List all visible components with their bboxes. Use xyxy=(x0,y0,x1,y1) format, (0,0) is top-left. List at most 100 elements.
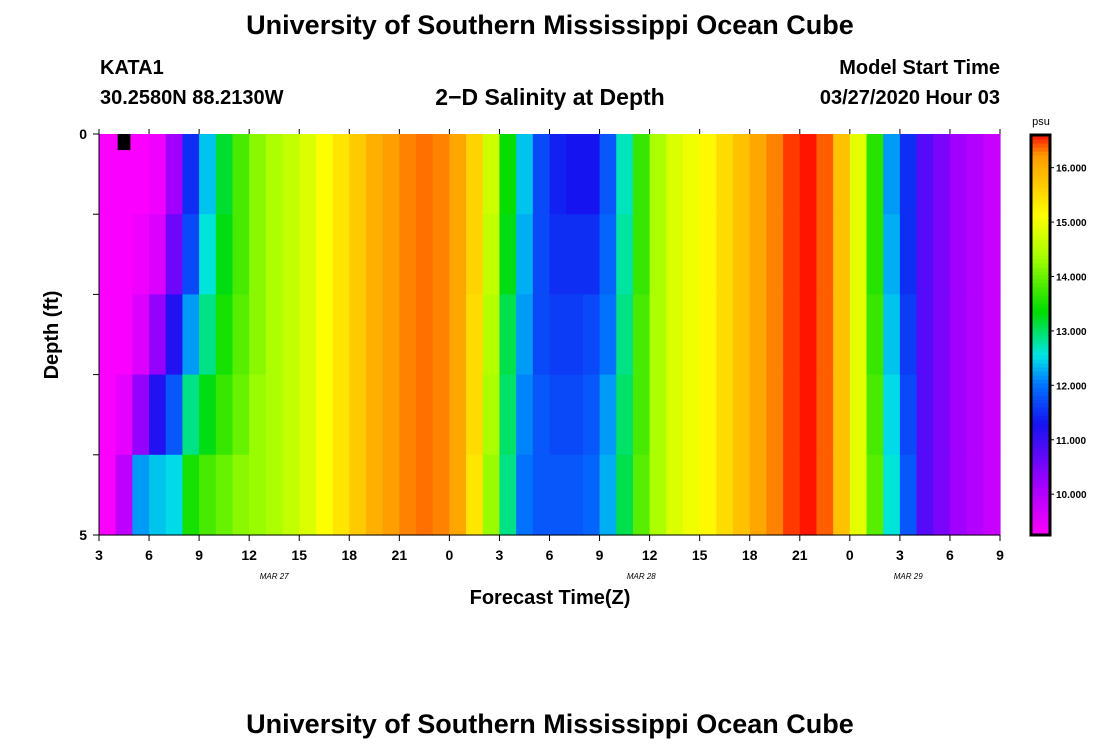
heatmap-cell xyxy=(432,214,450,295)
heatmap-cell xyxy=(899,374,918,456)
heatmap-cell xyxy=(432,454,450,536)
footer-title: University of Southern Mississippi Ocean… xyxy=(246,709,854,739)
heatmap-cell xyxy=(733,294,751,376)
heatmap-cell xyxy=(215,454,234,536)
heatmap-cell xyxy=(949,454,968,536)
heatmap-cell xyxy=(849,294,868,376)
colorbar-band xyxy=(1031,467,1050,472)
heatmap-cell xyxy=(149,374,167,456)
heatmap-cell xyxy=(332,294,350,376)
heatmap-cell xyxy=(449,214,467,295)
colorbar-band xyxy=(1031,283,1050,288)
heatmap-cell xyxy=(282,454,300,536)
colorbar-band xyxy=(1031,451,1050,456)
heatmap-cell xyxy=(666,294,684,376)
heatmap-cell xyxy=(749,374,768,456)
heatmap-cell xyxy=(666,454,684,536)
colorbar-band xyxy=(1031,531,1050,536)
colorbar-band xyxy=(1031,287,1050,292)
station-id: KATA1 xyxy=(100,57,164,79)
colorbar-tick-label: 13.000 xyxy=(1056,327,1087,338)
heatmap-cell xyxy=(315,294,334,376)
heatmap-cell xyxy=(682,374,701,456)
colorbar-band xyxy=(1031,183,1050,188)
heatmap-cell xyxy=(365,374,384,456)
date-label: MAR 27 xyxy=(260,572,289,581)
heatmap-cell xyxy=(949,374,968,456)
heatmap-cell xyxy=(182,294,200,376)
heatmap-cell xyxy=(249,454,267,536)
heatmap-cell xyxy=(966,294,984,376)
heatmap-cell xyxy=(99,214,117,295)
heatmap-cell xyxy=(566,374,584,456)
heatmap-cell xyxy=(566,134,584,215)
y-axis-label: Depth (ft) xyxy=(41,291,63,380)
heatmap-cell xyxy=(632,374,651,456)
heatmap-cell xyxy=(215,374,234,456)
colorbar-band xyxy=(1031,263,1050,268)
colorbar-band xyxy=(1031,151,1050,156)
colorbar-band xyxy=(1031,351,1050,356)
colorbar-band xyxy=(1031,155,1050,160)
heatmap-cell xyxy=(232,134,250,215)
colorbar-band xyxy=(1031,295,1050,300)
heatmap-cell xyxy=(516,294,534,376)
heatmap-cell xyxy=(99,374,117,456)
heatmap-cell xyxy=(482,454,501,536)
heatmap-overlay xyxy=(117,134,131,151)
heatmap-cell xyxy=(416,454,434,536)
heatmap-cell xyxy=(849,214,868,295)
heatmap-cell xyxy=(599,294,617,376)
x-tick-label: 21 xyxy=(792,547,808,563)
heatmap-cell xyxy=(382,294,400,376)
heatmap-cell xyxy=(833,294,851,376)
heatmap-cell xyxy=(349,374,367,456)
heatmap-cell xyxy=(833,454,851,536)
heatmap-cell xyxy=(399,134,417,215)
heatmap-cell xyxy=(315,134,334,215)
date-label: MAR 29 xyxy=(894,572,923,581)
heatmap-cell xyxy=(899,214,918,295)
heatmap-cell xyxy=(516,214,534,295)
colorbar-band xyxy=(1031,463,1050,468)
heatmap-cell xyxy=(499,294,517,376)
heatmap-cell xyxy=(582,454,601,536)
heatmap-cell xyxy=(382,214,400,295)
colorbar-band xyxy=(1031,323,1050,328)
colorbar-band xyxy=(1031,175,1050,180)
heatmap-cell xyxy=(783,134,801,215)
heatmap-cell xyxy=(883,134,901,215)
heatmap-cell xyxy=(582,214,601,295)
colorbar-band xyxy=(1031,135,1050,140)
heatmap-cell xyxy=(983,454,1001,536)
heatmap-cell xyxy=(599,214,617,295)
heatmap-cell xyxy=(749,294,768,376)
heatmap-cell xyxy=(332,374,350,456)
heatmap-cell xyxy=(666,134,684,215)
heatmap-cell xyxy=(99,134,117,215)
heatmap-cell xyxy=(332,214,350,295)
heatmap-cell xyxy=(849,134,868,215)
heatmap-cell xyxy=(332,454,350,536)
colorbar-band xyxy=(1031,483,1050,488)
heatmap-cell xyxy=(265,294,284,376)
heatmap-cell xyxy=(532,134,551,215)
heatmap-cell xyxy=(466,214,484,295)
heatmap-cell xyxy=(349,214,367,295)
colorbar-band xyxy=(1031,243,1050,248)
heatmap-cell xyxy=(549,454,567,536)
heatmap-cell xyxy=(666,214,684,295)
heatmap-cell xyxy=(916,214,934,295)
heatmap-cell xyxy=(549,374,567,456)
colorbar-band xyxy=(1031,267,1050,272)
heatmap-cell xyxy=(399,294,417,376)
colorbar-band xyxy=(1031,207,1050,212)
heatmap-cell xyxy=(849,374,868,456)
colorbar-band xyxy=(1031,331,1050,336)
colorbar-band xyxy=(1031,523,1050,528)
colorbar-band xyxy=(1031,379,1050,384)
heatmap-cell xyxy=(816,374,834,456)
colorbar-band xyxy=(1031,259,1050,264)
heatmap-cell xyxy=(966,134,984,215)
